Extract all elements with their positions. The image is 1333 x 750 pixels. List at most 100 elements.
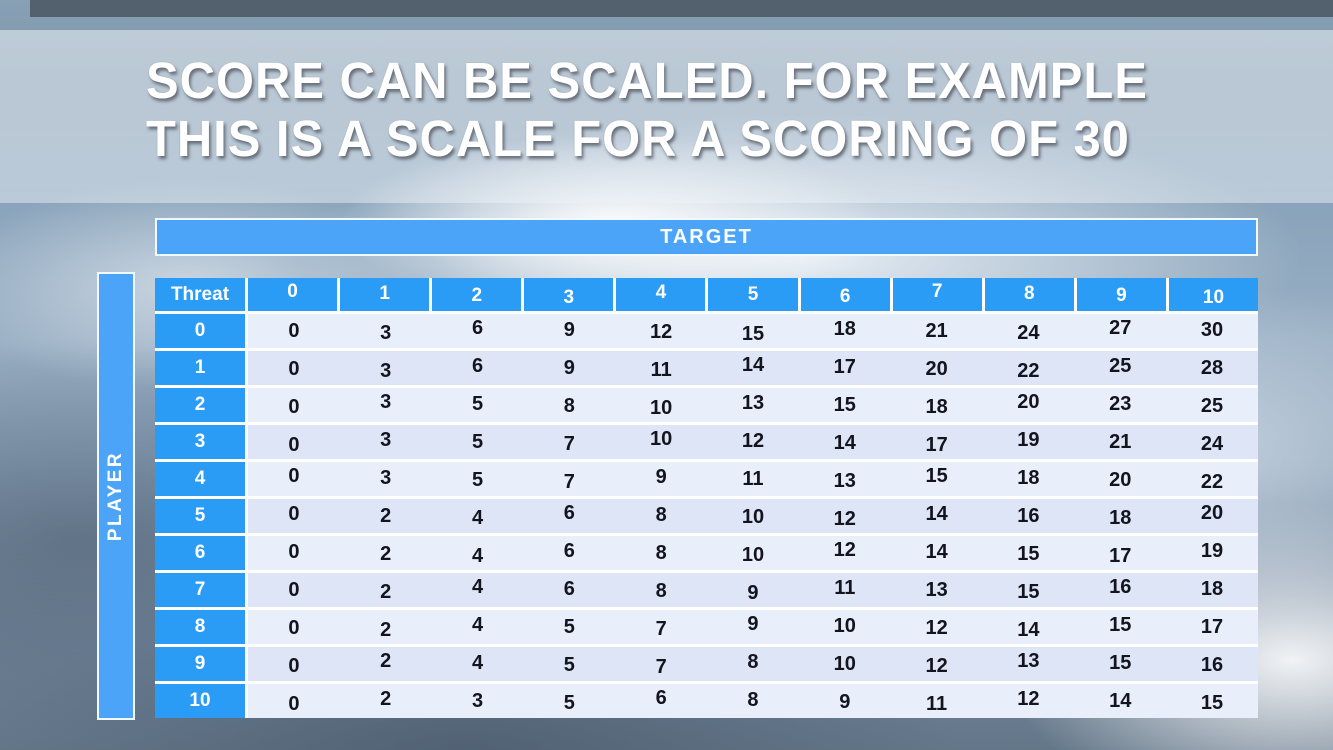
row-values-band: 0 2 4 5 7 8 10 12 13 15 16 — [248, 647, 1258, 681]
row-header-6: 6 — [155, 536, 245, 570]
score-cell: 3 — [380, 390, 392, 413]
score-cell: 25 — [1200, 394, 1224, 417]
row-values-band: 0 3 5 8 10 13 15 18 20 23 25 — [248, 388, 1258, 422]
score-cell: 7 — [563, 470, 575, 493]
score-cell: 18 — [1017, 466, 1040, 489]
corner-header-label: Threat — [170, 283, 230, 305]
table-body: 0 0 3 6 9 12 15 18 21 24 27 30 1 0 3 6 9 11 14 17 20 22 25 28 2 0… — [155, 314, 1258, 718]
score-cell: 3 — [380, 466, 392, 489]
score-cell: 4 — [471, 613, 484, 636]
score-cell: 15 — [1017, 542, 1040, 565]
score-cell: 0 — [288, 433, 300, 456]
score-cell: 16 — [1200, 653, 1224, 676]
score-cell: 7 — [563, 432, 575, 455]
score-cell: 22 — [1017, 359, 1040, 382]
score-cell: 10 — [833, 614, 856, 637]
title-line-2: THIS IS A SCALE FOR A SCORING OF 30 — [146, 110, 1130, 167]
score-cell: 12 — [650, 320, 673, 343]
score-cell: 14 — [833, 431, 856, 454]
score-cell: 12 — [925, 616, 948, 639]
score-cell: 10 — [650, 396, 673, 419]
player-label: PLAYER — [105, 450, 127, 542]
score-cell: 8 — [655, 579, 667, 602]
score-table: Threat 0 1 2 3 4 5 6 7 8 9 10 0 0 3 6 9 12 15 18 21 24 27 30 1… — [155, 278, 1259, 718]
score-cell: 3 — [380, 321, 392, 344]
score-cell: 20 — [1200, 501, 1224, 524]
score-cell: 0 — [288, 692, 300, 715]
target-label: TARGET — [660, 225, 753, 248]
score-cell: 15 — [1200, 691, 1224, 714]
score-cell: 12 — [1017, 687, 1040, 710]
title-band: SCORE CAN BE SCALED. FOR EXAMPLE THIS IS… — [0, 30, 1333, 203]
table-row-player-4: 4 0 3 5 7 9 11 13 15 18 20 22 — [155, 462, 1258, 496]
score-cell: 0 — [288, 616, 300, 639]
score-cell: 24 — [1017, 321, 1040, 344]
score-cell: 4 — [471, 544, 484, 567]
score-cell: 15 — [1109, 613, 1132, 636]
score-cell: 2 — [380, 504, 392, 527]
column-header-8: 8 — [984, 278, 1074, 311]
score-cell: 27 — [1109, 316, 1132, 339]
score-cell: 8 — [747, 650, 759, 673]
table-row-player-3: 3 0 3 5 7 10 12 14 17 19 21 24 — [155, 425, 1258, 459]
score-cell: 7 — [655, 617, 667, 640]
row-values-band: 0 2 4 6 8 10 12 14 16 18 20 — [248, 499, 1258, 533]
score-cell: 12 — [741, 429, 765, 452]
row-values-band: 0 2 4 6 8 9 11 13 15 16 18 — [248, 573, 1258, 607]
score-cell: 18 — [833, 317, 856, 340]
score-cell: 8 — [747, 688, 759, 711]
table-row-player-5: 5 0 2 4 6 8 10 12 14 16 18 20 — [155, 499, 1258, 533]
score-cell: 10 — [833, 652, 856, 675]
row-values-band: 0 2 4 5 7 9 10 12 14 15 17 — [248, 610, 1258, 644]
row-values-band: 0 3 6 9 12 15 18 21 24 27 30 — [248, 314, 1258, 348]
score-cell: 7 — [655, 655, 667, 678]
score-cell: 9 — [747, 612, 759, 635]
score-cell: 3 — [471, 689, 484, 712]
row-values-band: 0 3 5 7 9 11 13 15 18 20 22 — [248, 462, 1258, 496]
table-row-player-0: 0 0 3 6 9 12 15 18 21 24 27 30 — [155, 314, 1258, 348]
score-cell: 10 — [741, 505, 765, 528]
score-cell: 13 — [1017, 649, 1040, 672]
player-axis-header: PLAYER — [97, 272, 135, 720]
score-cell: 17 — [1109, 544, 1132, 567]
score-cell: 6 — [471, 354, 484, 377]
score-cell: 6 — [563, 539, 575, 562]
score-cell: 0 — [288, 464, 300, 487]
score-cell: 9 — [563, 318, 575, 341]
score-cell: 15 — [833, 393, 856, 416]
score-cell: 10 — [741, 543, 765, 566]
table-row-player-8: 8 0 2 4 5 7 9 10 12 14 15 17 — [155, 610, 1258, 644]
score-cell: 4 — [471, 651, 484, 674]
column-header-7: 7 — [892, 278, 982, 311]
score-cell: 0 — [288, 578, 300, 601]
score-cell: 20 — [1109, 468, 1132, 491]
score-cell: 12 — [833, 507, 856, 530]
score-cell: 22 — [1200, 470, 1224, 493]
score-cell: 0 — [288, 540, 300, 563]
score-cell: 19 — [1017, 428, 1040, 451]
score-cell: 14 — [1017, 618, 1040, 641]
score-cell: 11 — [742, 467, 764, 490]
score-cell: 14 — [741, 353, 765, 376]
score-cell: 13 — [833, 469, 856, 492]
score-cell: 17 — [833, 355, 856, 378]
table-row-player-6: 6 0 2 4 6 8 10 12 14 15 17 19 — [155, 536, 1258, 570]
score-cell: 15 — [1017, 580, 1040, 603]
score-cell: 5 — [471, 392, 484, 415]
row-values-band: 0 2 3 5 6 8 9 11 12 14 15 — [248, 684, 1258, 718]
row-values-band: 0 2 4 6 8 10 12 14 15 17 19 — [248, 536, 1258, 570]
score-cell: 0 — [288, 357, 300, 380]
score-cell: 21 — [925, 319, 948, 342]
score-cell: 0 — [288, 654, 300, 677]
table-row-player-1: 1 0 3 6 9 11 14 17 20 22 25 28 — [155, 351, 1258, 385]
score-cell: 14 — [1109, 689, 1132, 712]
score-cell: 6 — [655, 686, 667, 709]
score-cell: 19 — [1200, 539, 1224, 562]
score-cell: 5 — [563, 691, 575, 714]
score-cell: 24 — [1200, 432, 1224, 455]
score-cell: 9 — [747, 581, 759, 604]
row-header-8: 8 — [155, 610, 245, 644]
column-header-3: 3 — [524, 278, 614, 311]
row-values-band: 0 3 6 9 11 14 17 20 22 25 28 — [248, 351, 1258, 385]
table-row-player-7: 7 0 2 4 6 8 9 11 13 15 16 18 — [155, 573, 1258, 607]
